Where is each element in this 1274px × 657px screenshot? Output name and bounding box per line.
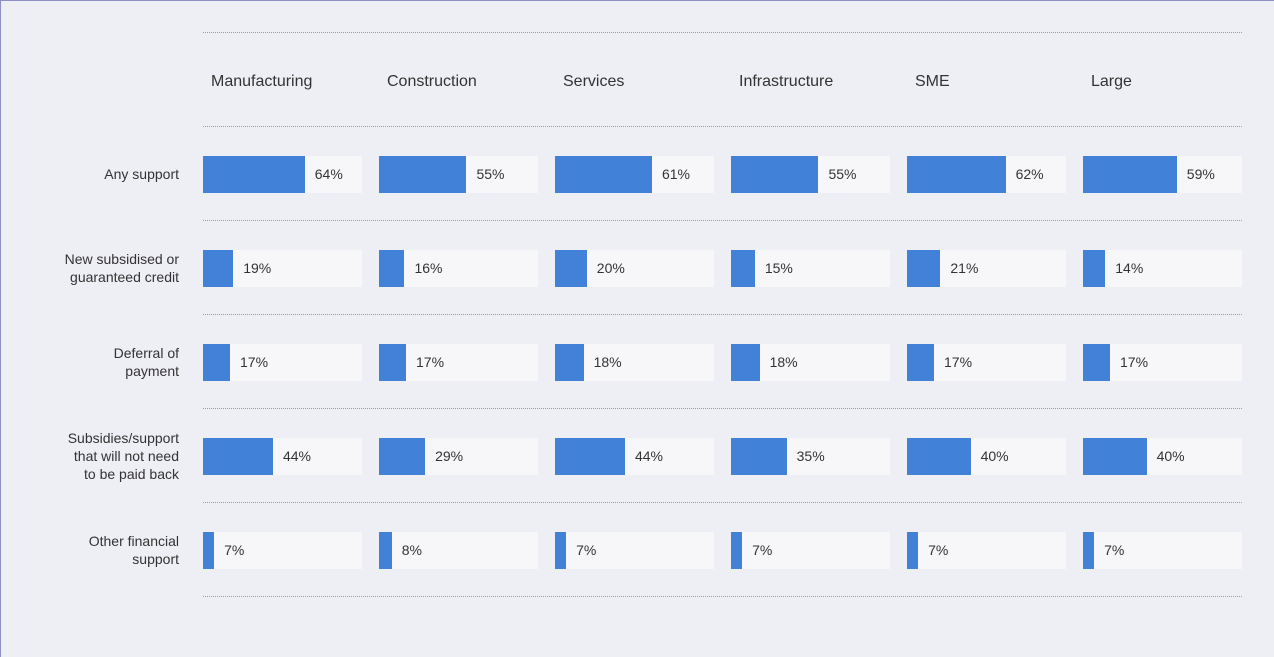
bar <box>731 531 743 569</box>
separator <box>203 126 1242 127</box>
value-label: 17% <box>944 354 973 370</box>
bar <box>555 437 625 475</box>
bar-track <box>731 531 890 569</box>
column-header: Large <box>1091 73 1132 90</box>
value-label: 20% <box>596 260 625 276</box>
bar-track <box>379 531 538 569</box>
row-label: Deferral of payment <box>113 345 179 379</box>
value-label: 7% <box>928 542 949 558</box>
value-label: 19% <box>243 260 272 276</box>
bar <box>1083 249 1106 287</box>
value-label: 59% <box>1186 166 1215 182</box>
bar <box>1083 437 1147 475</box>
bar-track <box>1083 249 1242 287</box>
separator <box>203 408 1242 409</box>
bar <box>907 437 971 475</box>
bar <box>203 343 231 381</box>
bar-track <box>907 531 1066 569</box>
row-label: Other financial support <box>88 533 179 567</box>
value-label: 8% <box>401 542 422 558</box>
bar <box>555 531 567 569</box>
bar-track <box>731 249 890 287</box>
row-label: New subsidised or guaranteed credit <box>64 251 179 285</box>
value-label: 44% <box>634 448 663 464</box>
value-label: 29% <box>435 448 464 464</box>
separator <box>203 220 1242 221</box>
bar <box>1083 343 1111 381</box>
separator <box>203 596 1242 597</box>
row-label: Subsidies/support that will not need to … <box>67 430 179 482</box>
bar <box>731 343 760 381</box>
column-header: Construction <box>387 73 477 90</box>
value-label: 21% <box>950 260 979 276</box>
bar <box>907 343 935 381</box>
value-label: 15% <box>764 260 793 276</box>
bar <box>379 343 407 381</box>
bar <box>907 155 1006 193</box>
value-label: 40% <box>980 448 1009 464</box>
column-header: Infrastructure <box>739 73 834 90</box>
separator <box>203 314 1242 315</box>
separator <box>203 502 1242 503</box>
bar-track <box>203 531 362 569</box>
value-label: 64% <box>314 166 343 182</box>
bar <box>555 249 587 287</box>
column-header: Services <box>563 73 625 90</box>
bar <box>555 155 652 193</box>
bar <box>731 437 787 475</box>
bar <box>907 249 941 287</box>
value-label: 18% <box>593 354 622 370</box>
column-header: SME <box>915 73 950 90</box>
bar <box>379 155 467 193</box>
value-label: 55% <box>476 166 505 182</box>
value-label: 44% <box>282 448 311 464</box>
value-label: 7% <box>224 542 245 558</box>
row-label: Any support <box>104 166 179 182</box>
value-label: 62% <box>1015 166 1044 182</box>
bar <box>379 531 392 569</box>
bar <box>1083 531 1095 569</box>
bar <box>1083 155 1177 193</box>
separator <box>203 32 1242 33</box>
value-label: 40% <box>1156 448 1185 464</box>
bar <box>203 249 234 287</box>
value-label: 55% <box>828 166 857 182</box>
bar <box>731 249 755 287</box>
bar <box>379 437 426 475</box>
bar <box>731 155 819 193</box>
value-label: 7% <box>1104 542 1125 558</box>
value-label: 18% <box>769 354 798 370</box>
bar-track <box>379 249 538 287</box>
bar-track <box>1083 531 1242 569</box>
column-header: Manufacturing <box>211 73 313 90</box>
bar <box>379 249 405 287</box>
bar <box>907 531 919 569</box>
bar <box>555 343 584 381</box>
value-label: 14% <box>1115 260 1144 276</box>
value-label: 17% <box>416 354 445 370</box>
bar <box>203 531 215 569</box>
value-label: 7% <box>752 542 773 558</box>
bar <box>203 155 305 193</box>
value-label: 17% <box>1120 354 1149 370</box>
bar-track <box>555 531 714 569</box>
value-label: 61% <box>661 166 691 182</box>
value-label: 35% <box>796 448 825 464</box>
value-label: 16% <box>414 260 443 276</box>
value-label: 7% <box>576 542 597 558</box>
bar <box>203 437 273 475</box>
value-label: 17% <box>240 354 269 370</box>
